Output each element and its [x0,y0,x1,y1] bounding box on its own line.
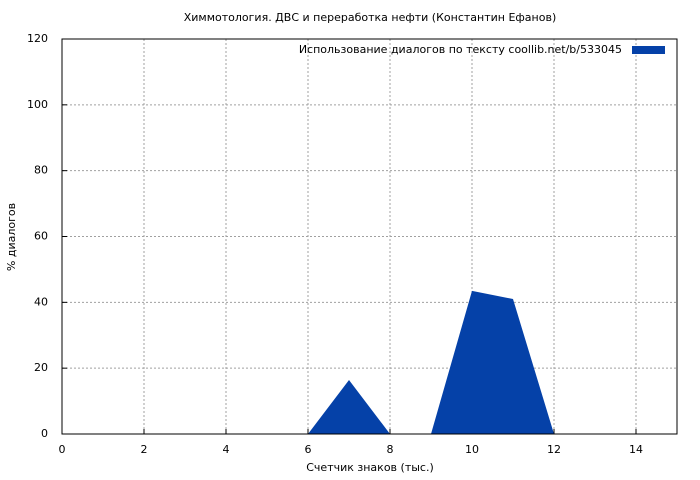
x-axis-label: Счетчик знаков (тыс.) [306,461,434,474]
y-tick-label: 40 [34,295,48,308]
y-tick-label: 0 [41,427,48,440]
y-tick-label: 80 [34,164,48,177]
y-axis-label: % диалогов [5,203,18,271]
plot-border [61,38,678,435]
y-tick-label: 60 [34,230,48,243]
y-tick-label: 100 [27,98,48,111]
x-tick-label: 14 [629,443,643,456]
y-tick-label: 20 [34,361,48,374]
x-tick-label: 2 [141,443,148,456]
x-tick-label: 0 [59,443,66,456]
legend-swatch [632,46,665,54]
y-tick-label: 120 [27,32,48,45]
area [62,290,636,434]
legend-label: Использование диалогов по тексту coollib… [299,43,622,56]
x-tick-label: 10 [465,443,479,456]
chart-title: Химмотология. ДВС и переработка нефти (К… [184,11,557,24]
x-tick-label: 8 [387,443,394,456]
x-tick-label: 6 [305,443,312,456]
x-tick-label: 4 [223,443,230,456]
x-tick-label: 12 [547,443,561,456]
